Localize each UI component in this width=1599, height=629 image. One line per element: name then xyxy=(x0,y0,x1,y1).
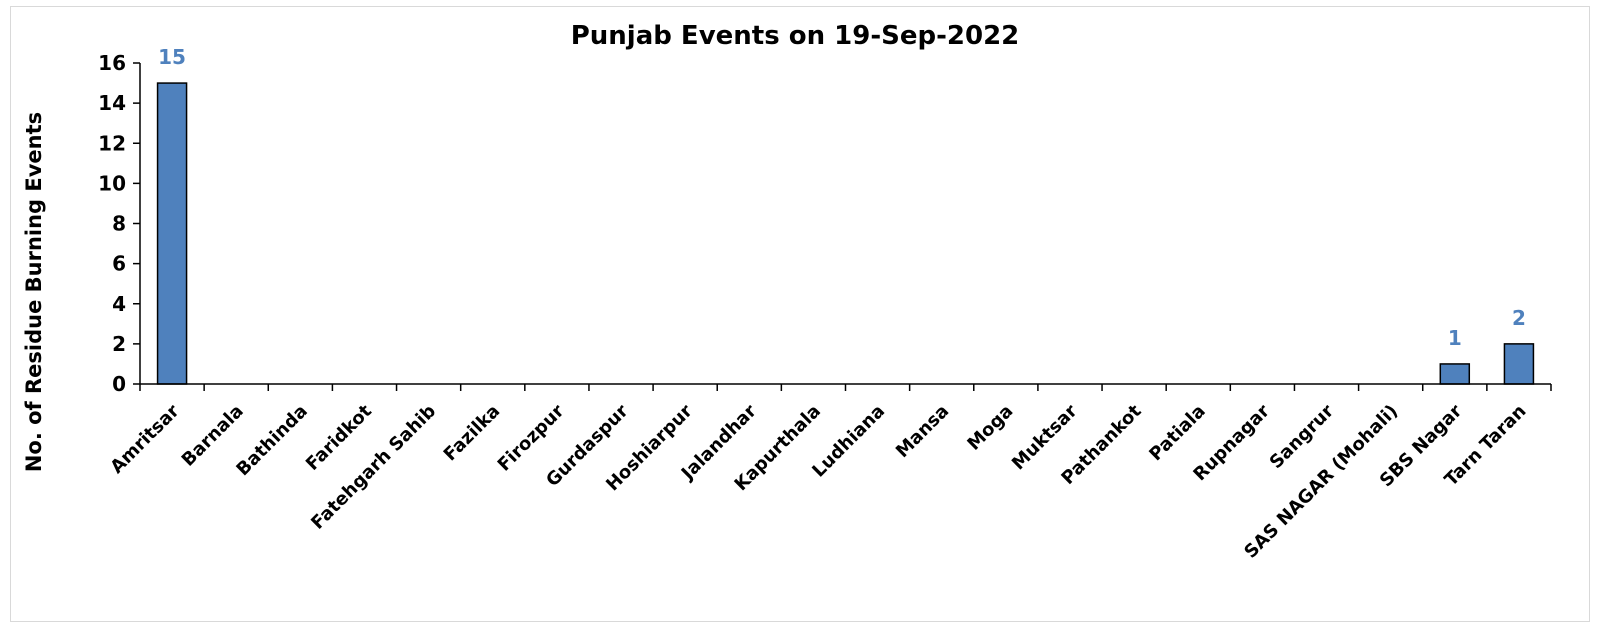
x-tick-label: Fazilka xyxy=(440,401,505,466)
y-tick-label: 2 xyxy=(112,332,126,356)
y-tick-label: 14 xyxy=(98,91,126,115)
x-axis-ticks: AmritsarBarnalaBathindaFaridkotFatehgarh… xyxy=(106,384,1552,563)
y-tick-label: 4 xyxy=(112,292,126,316)
x-tick-label: Mansa xyxy=(892,401,953,462)
y-tick-label: 6 xyxy=(112,252,126,276)
y-tick-label: 12 xyxy=(98,131,126,155)
bars-group xyxy=(156,82,1535,385)
y-tick-label: 16 xyxy=(98,51,126,75)
bar xyxy=(156,82,188,385)
y-tick-label: 8 xyxy=(112,212,126,236)
x-tick-label: Moga xyxy=(963,401,1017,455)
y-axis-ticks: 0 2 4 6 8 10 12 14 16 xyxy=(98,51,140,396)
x-tick-label: Amritsar xyxy=(106,401,183,478)
chart-frame xyxy=(10,6,1590,622)
x-tick-label: Patiala xyxy=(1145,401,1209,465)
data-label: 1 xyxy=(1448,326,1462,350)
chart-title: Punjab Events on 19-Sep-2022 xyxy=(571,21,1020,51)
data-label: 2 xyxy=(1512,306,1526,330)
y-tick-label: 10 xyxy=(98,171,126,195)
bar xyxy=(1503,343,1535,385)
y-tick-label: 0 xyxy=(112,372,126,396)
y-axis-label: No. of Residue Burning Events xyxy=(22,112,46,472)
x-tick-label: Fatehgarh Sahib xyxy=(307,401,440,534)
data-label: 15 xyxy=(158,45,186,69)
bar xyxy=(1439,363,1471,385)
